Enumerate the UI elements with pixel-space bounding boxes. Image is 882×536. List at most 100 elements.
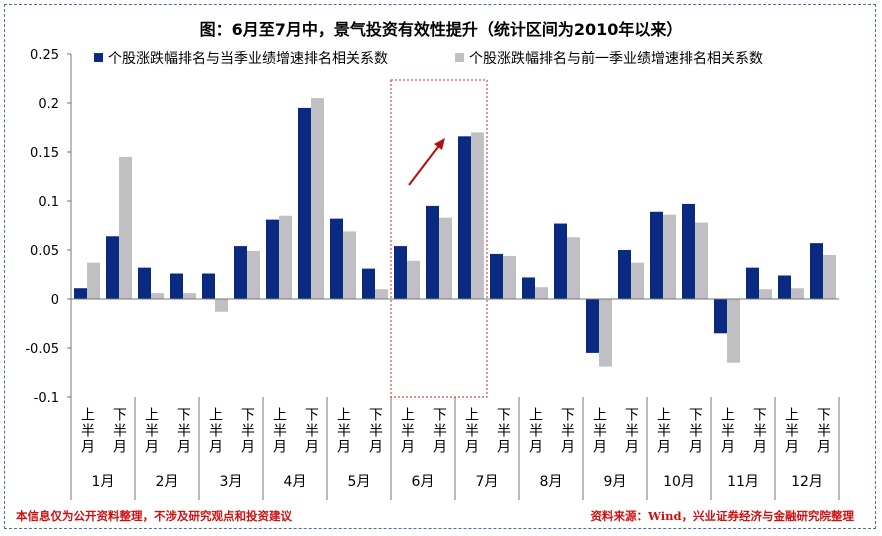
bar-1: [394, 246, 407, 299]
bar-2: [823, 254, 836, 299]
bar-2: [631, 262, 644, 299]
disclaimer-text: 本信息仅为公开资料整理，不涉及研究观点和投资建议: [16, 509, 292, 523]
month-label: 10月: [663, 474, 695, 490]
bar-1: [746, 267, 759, 299]
half-month-label: 上半月: [783, 407, 799, 455]
trend-arrow: [408, 142, 442, 186]
chart-title: 图：6月至7月中，景气投资有效性提升（统计区间为2010年以来）: [199, 20, 683, 39]
half-month-label: 下半月: [303, 407, 319, 455]
bar-1: [330, 218, 343, 299]
half-month-label: 上半月: [271, 407, 287, 455]
bar-2: [759, 289, 772, 299]
bar-2: [727, 299, 740, 363]
bar-1: [74, 288, 87, 299]
half-month-label: 上半月: [143, 407, 159, 455]
bar-2: [247, 250, 260, 299]
half-month-label: 下半月: [623, 407, 639, 455]
bar-2: [151, 293, 164, 299]
bar-2: [471, 132, 484, 299]
y-tick-label: 0: [51, 293, 59, 308]
bar-1: [362, 268, 375, 299]
bar-2: [279, 215, 292, 299]
bar-2: [311, 98, 324, 299]
month-label: 12月: [791, 474, 823, 490]
bar-1: [554, 223, 567, 299]
highlight-box: [390, 79, 488, 398]
bar-2: [375, 289, 388, 299]
month-label: 3月: [220, 474, 243, 490]
bar-2: [119, 156, 132, 299]
bar-2: [567, 237, 580, 299]
y-tick-label: -0.05: [25, 342, 59, 357]
half-month-label: 上半月: [207, 407, 223, 455]
bar-2: [87, 262, 100, 299]
month-label: 5月: [348, 474, 371, 490]
bar-1: [138, 267, 151, 299]
bar-1: [490, 253, 503, 299]
half-month-label: 上半月: [463, 407, 479, 455]
bar-1: [810, 243, 823, 299]
half-month-label: 下半月: [751, 407, 767, 455]
bar-1: [266, 219, 279, 299]
bar-1: [106, 236, 119, 299]
bar-2: [599, 299, 612, 367]
legend-swatch-1: [94, 53, 103, 62]
chart-frame: [4, 4, 876, 529]
bar-2: [503, 255, 516, 299]
y-tick-label: 0.15: [30, 146, 59, 161]
month-label: 2月: [156, 474, 179, 490]
bar-1: [522, 277, 535, 299]
half-month-label: 下半月: [367, 407, 383, 455]
y-tick-label: 0.05: [30, 244, 59, 259]
bar-1: [234, 246, 247, 299]
half-month-label: 下半月: [815, 407, 831, 455]
month-label: 8月: [540, 474, 563, 490]
bar-1: [618, 250, 631, 299]
month-label: 1月: [92, 474, 115, 490]
legend-label-1: 个股涨跌幅排名与当季业绩增速排名相关系数: [108, 51, 388, 67]
bar-1: [682, 203, 695, 299]
bar-1: [426, 205, 439, 299]
bar-2: [183, 293, 196, 299]
bar-1: [170, 273, 183, 299]
legend-label-2: 个股涨跌幅排名与前一季业绩增速排名相关系数: [469, 50, 763, 67]
half-month-label: 下半月: [559, 407, 575, 455]
month-label: 7月: [476, 474, 499, 490]
bar-1: [650, 211, 663, 299]
month-label: 11月: [727, 474, 759, 490]
bar-1: [202, 273, 215, 299]
half-month-label: 上半月: [335, 407, 351, 455]
half-month-label: 上半月: [79, 407, 95, 455]
y-tick-label: -0.1: [34, 391, 59, 406]
half-month-label: 上半月: [399, 407, 415, 455]
bar-2: [695, 222, 708, 299]
bar-2: [663, 214, 676, 299]
half-month-label: 上半月: [719, 407, 735, 455]
y-tick-label: 0.2: [38, 97, 59, 112]
bar-1: [778, 275, 791, 299]
bar-2: [215, 299, 228, 312]
y-tick-label: 0.25: [30, 48, 59, 63]
bar-1: [298, 107, 311, 300]
bar-2: [439, 217, 452, 299]
half-month-label: 下半月: [239, 407, 255, 455]
arrow-head-icon: [434, 138, 445, 150]
month-label: 4月: [284, 474, 307, 490]
y-tick-label: 0.1: [38, 195, 59, 210]
half-month-label: 下半月: [111, 407, 127, 455]
month-label: 9月: [604, 474, 627, 490]
half-month-label: 下半月: [495, 407, 511, 455]
half-month-label: 下半月: [431, 407, 447, 455]
bar-2: [407, 260, 420, 299]
half-month-label: 上半月: [655, 407, 671, 455]
half-month-label: 下半月: [175, 407, 191, 455]
source-text: 资料来源：Wind，兴业证券经济与金融研究院整理: [590, 509, 854, 523]
bar-2: [535, 287, 548, 299]
half-month-label: 上半月: [527, 407, 543, 455]
bar-1: [586, 299, 599, 353]
bar-1: [714, 299, 727, 334]
legend-swatch-2: [455, 53, 464, 62]
bar-2: [343, 231, 356, 299]
bar-2: [791, 288, 804, 299]
